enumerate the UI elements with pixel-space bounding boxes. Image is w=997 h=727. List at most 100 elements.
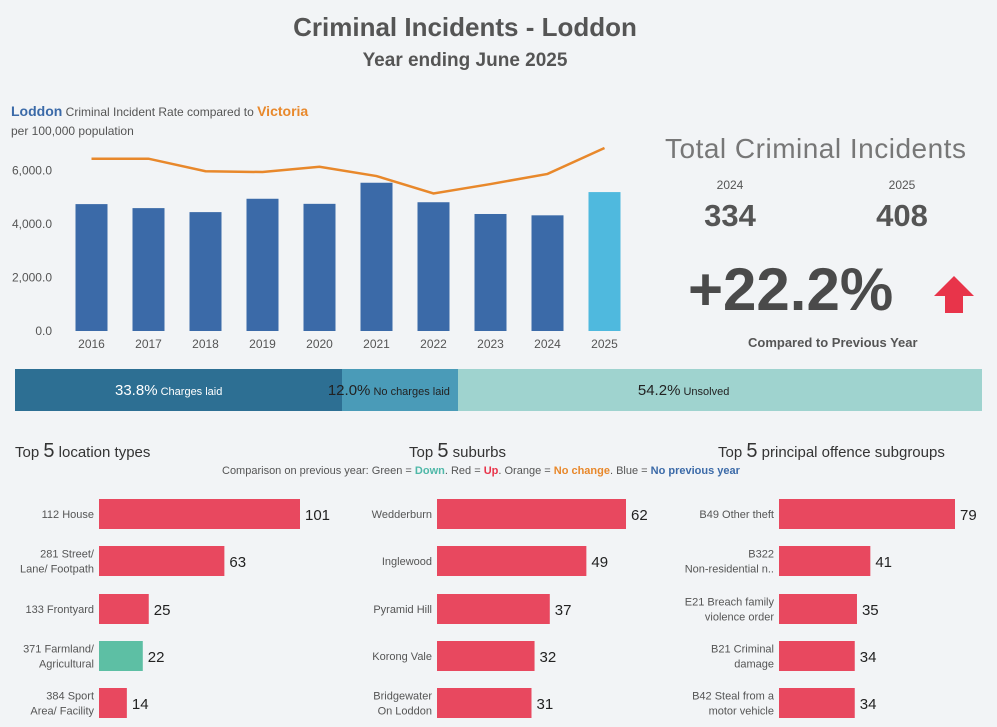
rate-bar-2020 (303, 203, 336, 331)
legend-down: Down (414, 465, 445, 477)
hbar (99, 546, 225, 576)
hbar-category-label: Non-residential n.. (685, 564, 774, 576)
hbar-value: 31 (537, 696, 554, 713)
hbar (437, 546, 587, 576)
offence-subgroups-title: Top 5 principal offence subgroups (718, 440, 945, 462)
outcome-label: Unsolved (680, 386, 730, 398)
loddon-legend-label: Loddon (11, 103, 63, 119)
hbar (779, 594, 857, 624)
hbar-category-label: 133 Frontyard (26, 604, 94, 616)
hbar-category-label: damage (734, 659, 774, 671)
location-types-title: Top 5 location types (15, 440, 151, 462)
page-title: Criminal Incidents - Loddon (293, 12, 637, 42)
outcome-label: Charges laid (157, 386, 223, 398)
hbar-value: 62 (631, 507, 648, 524)
hbar (99, 641, 143, 671)
hbar-category-label: Korong Vale (372, 651, 432, 663)
x-tick-label: 2021 (363, 337, 390, 351)
rate-bar-2024 (531, 215, 564, 331)
hbar (779, 546, 871, 576)
hbar-value: 101 (305, 507, 330, 524)
prev-year-label: 2024 (716, 178, 744, 192)
hbar-value: 14 (132, 696, 149, 713)
total-incidents-title: Total Criminal Incidents (665, 133, 967, 164)
hbar-category-label: 281 Street/ (40, 549, 95, 561)
hbar (99, 688, 127, 718)
percent-change: +22.2% (688, 256, 894, 323)
x-tick-label: 2020 (306, 337, 333, 351)
hbar (437, 499, 626, 529)
comparison-legend-note: Comparison on previous year: Green = Dow… (222, 465, 740, 477)
hbar-category-label: Pyramid Hill (373, 604, 432, 616)
hbar-value: 37 (555, 602, 572, 619)
hbar-value: 63 (229, 554, 246, 571)
outcome-stacked-bar: 33.8% Charges laid 12.0% No charges laid 5… (15, 369, 982, 411)
hbar (779, 499, 955, 529)
hbar-category-label: violence order (705, 612, 774, 624)
victoria-legend-label: Victoria (257, 103, 309, 119)
y-tick-label: 0.0 (35, 324, 52, 338)
prev-year-total: 334 (704, 198, 756, 233)
location-types-chart: 101 112 House 63 281 Street/Lane/ Footpath 2… (20, 499, 330, 718)
compared-label: Compared to Previous Year (748, 335, 918, 350)
legend-nochange: No change (553, 465, 610, 477)
x-tick-label: 2016 (78, 337, 105, 351)
legend-noprev: No previous year (650, 465, 740, 477)
x-tick-label: 2025 (591, 337, 618, 351)
hbar-value: 22 (148, 649, 165, 666)
rate-bar-2019 (246, 198, 279, 331)
outcome-percent: 12.0% (327, 382, 371, 399)
hbar (437, 594, 550, 624)
rate-bar-2022 (417, 202, 450, 331)
hbar-category-label: Inglewood (382, 556, 432, 568)
outcome-percent: 54.2% (637, 382, 681, 399)
rate-bar-2025 (588, 192, 621, 331)
y-tick-label: 6,000.0 (12, 164, 52, 178)
curr-year-label: 2025 (888, 178, 916, 192)
hbar-value: 35 (862, 602, 879, 619)
hbar-value: 32 (540, 649, 557, 666)
up-arrow-icon (934, 276, 974, 313)
offence-subgroups-chart: 79 B49 Other theft 41 B322 Non-residential n… (685, 499, 977, 718)
hbar-category-label: B49 Other theft (699, 509, 774, 521)
outcome-segment: 33.8% Charges laid (15, 369, 342, 411)
rate-bar-2018 (189, 212, 222, 331)
x-tick-label: 2017 (135, 337, 162, 351)
hbar-category-label: Area/ Facility (30, 706, 94, 718)
hbar-category-label: On Loddon (378, 706, 432, 718)
y-tick-label: 2,000.0 (12, 271, 52, 285)
outcome-segment: 12.0% No charges laid (328, 369, 458, 411)
victoria-rate-line (91, 146, 606, 195)
x-tick-label: 2024 (534, 337, 561, 351)
hbar-category-label: B42 Steal from a (692, 691, 775, 703)
outcome-label: No charges laid (370, 386, 450, 398)
x-tick-label: 2018 (192, 337, 219, 351)
hbar (99, 594, 149, 624)
rate-bar-2023 (474, 213, 507, 331)
hbar-value: 41 (875, 554, 892, 571)
rate-bar-2016 (75, 204, 108, 331)
hbar-value: 25 (154, 602, 171, 619)
x-tick-label: 2023 (477, 337, 504, 351)
suburbs-title: Top 5 suburbs (409, 440, 507, 462)
hbar-category-label: E21 Breach family (685, 597, 775, 609)
rate-chart: 0.0 2,000.0 4,000.0 6,000.0 2016 2017 2018 2019… (12, 146, 621, 351)
hbar-category-label: Agricultural (39, 659, 94, 671)
hbar-value: 79 (960, 507, 977, 524)
hbar-category-label: 384 Sport (46, 691, 94, 703)
hbar-category-label: Wedderburn (372, 509, 432, 521)
legend-up: Up (483, 465, 499, 477)
hbar-value: 34 (860, 696, 877, 713)
suburbs-chart: 62 Wedderburn 49 Inglewood 37 Pyramid Hill 32 K… (372, 499, 648, 718)
hbar-category-label: Lane/ Footpath (20, 564, 94, 576)
rate-bar-2021 (360, 182, 393, 331)
hbar (779, 688, 855, 718)
hbar (99, 499, 300, 529)
curr-year-total: 408 (876, 198, 928, 233)
hbar-category-label: motor vehicle (709, 706, 774, 718)
rate-chart-title: Loddon Criminal Incident Rate compared t… (11, 103, 308, 119)
hbar-category-label: B322 (748, 549, 774, 561)
hbar (779, 641, 855, 671)
hbar-category-label: 371 Farmland/ (23, 644, 95, 656)
hbar-category-label: 112 House (42, 509, 94, 521)
